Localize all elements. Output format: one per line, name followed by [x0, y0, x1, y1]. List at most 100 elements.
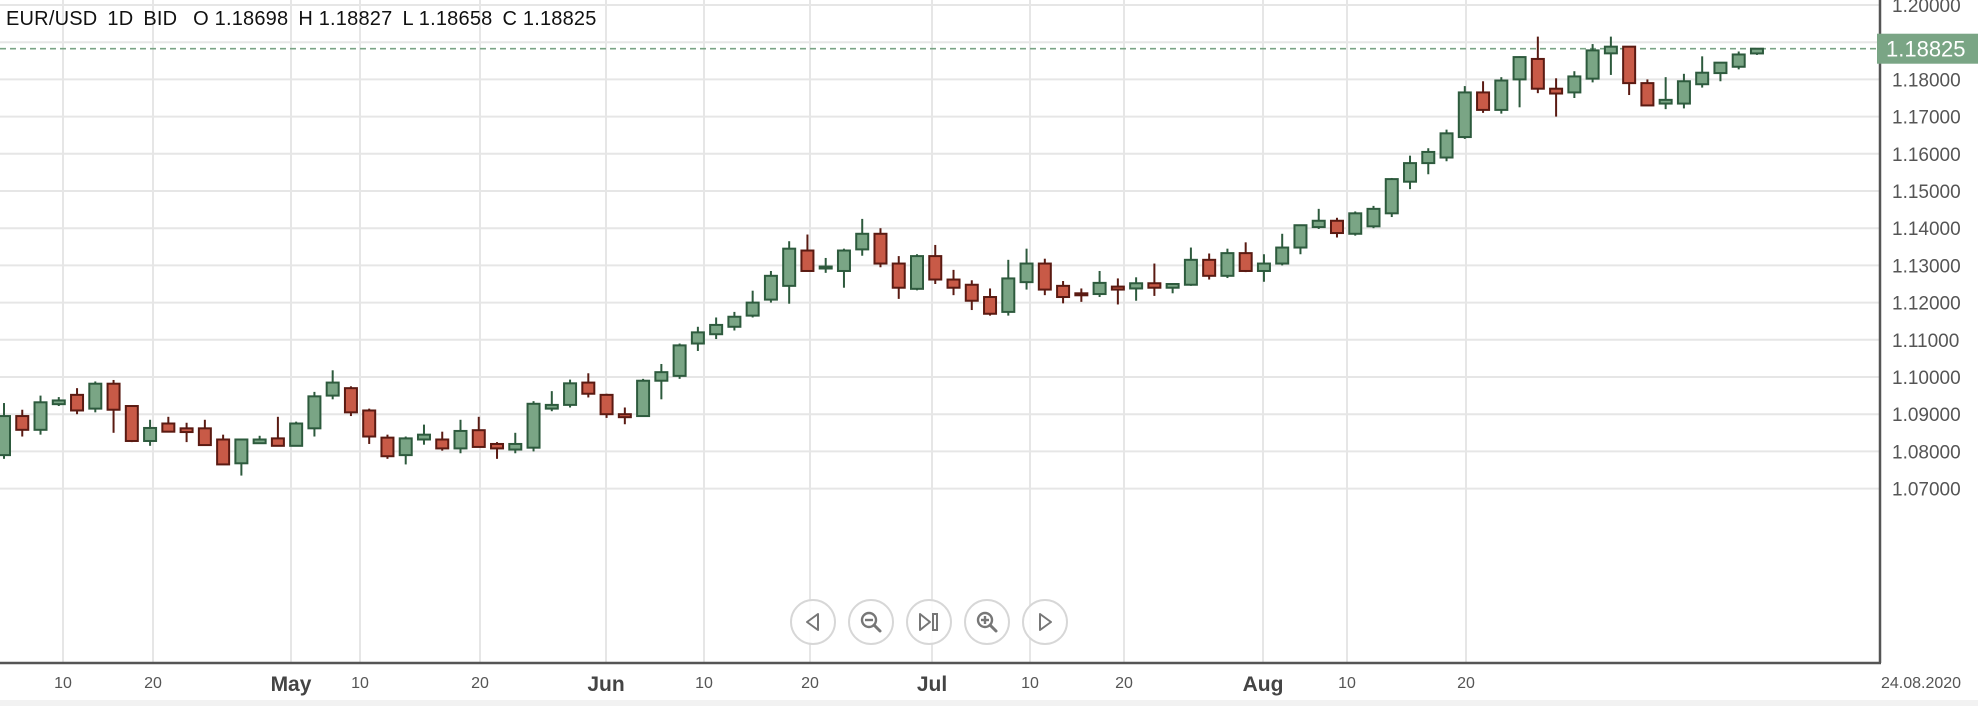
candle	[1256, 254, 1271, 282]
zoom-in-icon	[976, 611, 998, 633]
candle	[1384, 177, 1399, 218]
candle	[1202, 253, 1217, 280]
time-tick-label: 10	[1338, 675, 1356, 692]
time-tick-label: 10	[54, 675, 72, 692]
candle	[727, 311, 742, 331]
time-tick-label: 20	[1457, 675, 1475, 692]
candle	[1001, 259, 1016, 316]
candle	[672, 343, 687, 379]
candle	[1421, 148, 1436, 175]
low-value: L 1.18658	[402, 8, 493, 30]
time-tick-label: Aug	[1243, 673, 1284, 696]
candle	[380, 434, 395, 459]
scroll-left-button[interactable]	[790, 599, 836, 645]
candle	[1403, 155, 1418, 190]
chart-legend: EUR/USD 1D BID O 1.18698 H 1.18827 L 1.18658…	[6, 8, 607, 31]
candle	[51, 397, 66, 407]
time-tick-label: 10	[1021, 675, 1039, 692]
candle	[1658, 77, 1673, 110]
last-price-tag-value: 1.18825	[1886, 37, 1966, 62]
candle	[1238, 242, 1253, 273]
scroll-right-button[interactable]	[1022, 599, 1068, 645]
candle	[782, 241, 797, 304]
price-tick-label: 1.08000	[1892, 442, 1961, 463]
candle	[398, 436, 413, 465]
candle	[1129, 277, 1144, 301]
time-tick-label: May	[271, 673, 312, 696]
time-tick-label: Jul	[917, 673, 947, 696]
candle	[1676, 73, 1691, 109]
candle	[800, 234, 815, 272]
candle	[1293, 224, 1308, 255]
candle	[1713, 61, 1728, 82]
candle	[1019, 248, 1034, 290]
time-tick-label: 10	[351, 675, 369, 692]
candle	[1037, 258, 1052, 296]
candle	[88, 381, 103, 413]
symbol-label: EUR/USD	[6, 8, 98, 30]
time-tick-label: 20	[144, 675, 162, 692]
candle	[453, 419, 468, 454]
candle	[1530, 36, 1545, 94]
chart-navigation	[790, 599, 1068, 645]
candles	[0, 36, 1764, 476]
candle	[1476, 81, 1491, 113]
candle	[1074, 288, 1089, 302]
candle	[1183, 247, 1198, 286]
candle	[1731, 51, 1746, 70]
zoom-out-icon	[860, 611, 882, 633]
candle	[709, 317, 724, 340]
candle	[1366, 205, 1381, 229]
price-tick-label: 1.13000	[1892, 256, 1961, 277]
candle	[855, 218, 870, 256]
candle	[1695, 56, 1710, 88]
price-tick-label: 1.11000	[1892, 331, 1959, 352]
price-tick-label: 1.17000	[1892, 108, 1961, 129]
candle	[435, 431, 450, 451]
zoom-in-button[interactable]	[964, 599, 1010, 645]
candle	[471, 416, 486, 448]
price-tick-label: 1.10000	[1892, 368, 1961, 389]
candle	[983, 288, 998, 316]
price-tick-label: 1.09000	[1892, 405, 1961, 426]
candle	[307, 391, 322, 437]
candle	[1275, 233, 1290, 266]
price-tick-label: 1.12000	[1892, 294, 1961, 315]
candle	[143, 419, 158, 446]
candle	[1220, 248, 1235, 279]
candle	[1457, 86, 1472, 139]
candle	[544, 391, 559, 412]
candle	[216, 434, 231, 466]
close-value: C 1.18825	[502, 8, 597, 30]
candle	[508, 432, 523, 454]
candle	[252, 435, 267, 445]
candle	[599, 393, 614, 418]
candle	[161, 416, 176, 433]
time-tick-label: 20	[1115, 675, 1133, 692]
candle	[891, 256, 906, 299]
candle	[690, 326, 705, 351]
candle	[636, 378, 651, 418]
candle	[1622, 45, 1637, 96]
time-axis[interactable]: 10 20 May 10 20 Jun 10 20 Jul 10 20 Aug 10 20	[54, 673, 1475, 696]
candle	[33, 395, 48, 435]
price-tick-label: 1.07000	[1892, 480, 1961, 501]
time-tick-label: 20	[801, 675, 819, 692]
candle	[1512, 56, 1527, 108]
candle	[763, 270, 778, 303]
candle	[179, 422, 194, 443]
time-tick-label: 10	[695, 675, 713, 692]
candle	[910, 254, 924, 291]
candle	[836, 248, 851, 288]
candle	[1603, 36, 1618, 75]
candle	[270, 416, 285, 447]
price-axis[interactable]: 1.200001.190001.180001.170001.160001.150…	[1892, 0, 1961, 501]
go-to-latest-button[interactable]	[906, 599, 952, 645]
candle	[654, 363, 669, 400]
zoom-out-button[interactable]	[848, 599, 894, 645]
current-date-label: 24.08.2020	[1881, 675, 1961, 692]
candle	[946, 269, 961, 296]
footer-strip	[0, 700, 1978, 706]
candle	[873, 228, 888, 268]
